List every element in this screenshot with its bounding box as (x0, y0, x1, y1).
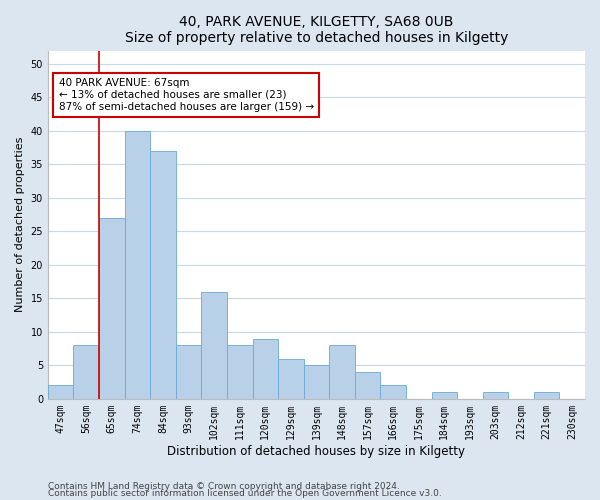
Bar (431, 392, 457, 399)
X-axis label: Distribution of detached houses by size in Kilgetty: Distribution of detached houses by size … (167, 444, 466, 458)
Bar (99, 218, 125, 399)
Bar (227, 345, 253, 399)
Bar (48, 386, 73, 399)
Y-axis label: Number of detached properties: Number of detached properties (15, 137, 25, 312)
Bar (202, 292, 227, 399)
Text: Contains HM Land Registry data © Crown copyright and database right 2024.: Contains HM Land Registry data © Crown c… (48, 482, 400, 491)
Title: 40, PARK AVENUE, KILGETTY, SA68 0UB
Size of property relative to detached houses: 40, PARK AVENUE, KILGETTY, SA68 0UB Size… (125, 15, 508, 45)
Bar (150, 151, 176, 399)
Bar (73, 345, 99, 399)
Bar (253, 338, 278, 399)
Bar (534, 392, 559, 399)
Bar (329, 345, 355, 399)
Text: 40 PARK AVENUE: 67sqm
← 13% of detached houses are smaller (23)
87% of semi-deta: 40 PARK AVENUE: 67sqm ← 13% of detached … (59, 78, 314, 112)
Bar (304, 366, 329, 399)
Text: Contains public sector information licensed under the Open Government Licence v3: Contains public sector information licen… (48, 489, 442, 498)
Bar (380, 386, 406, 399)
Bar (176, 345, 202, 399)
Bar (125, 131, 150, 399)
Bar (278, 358, 304, 399)
Bar (482, 392, 508, 399)
Bar (355, 372, 380, 399)
